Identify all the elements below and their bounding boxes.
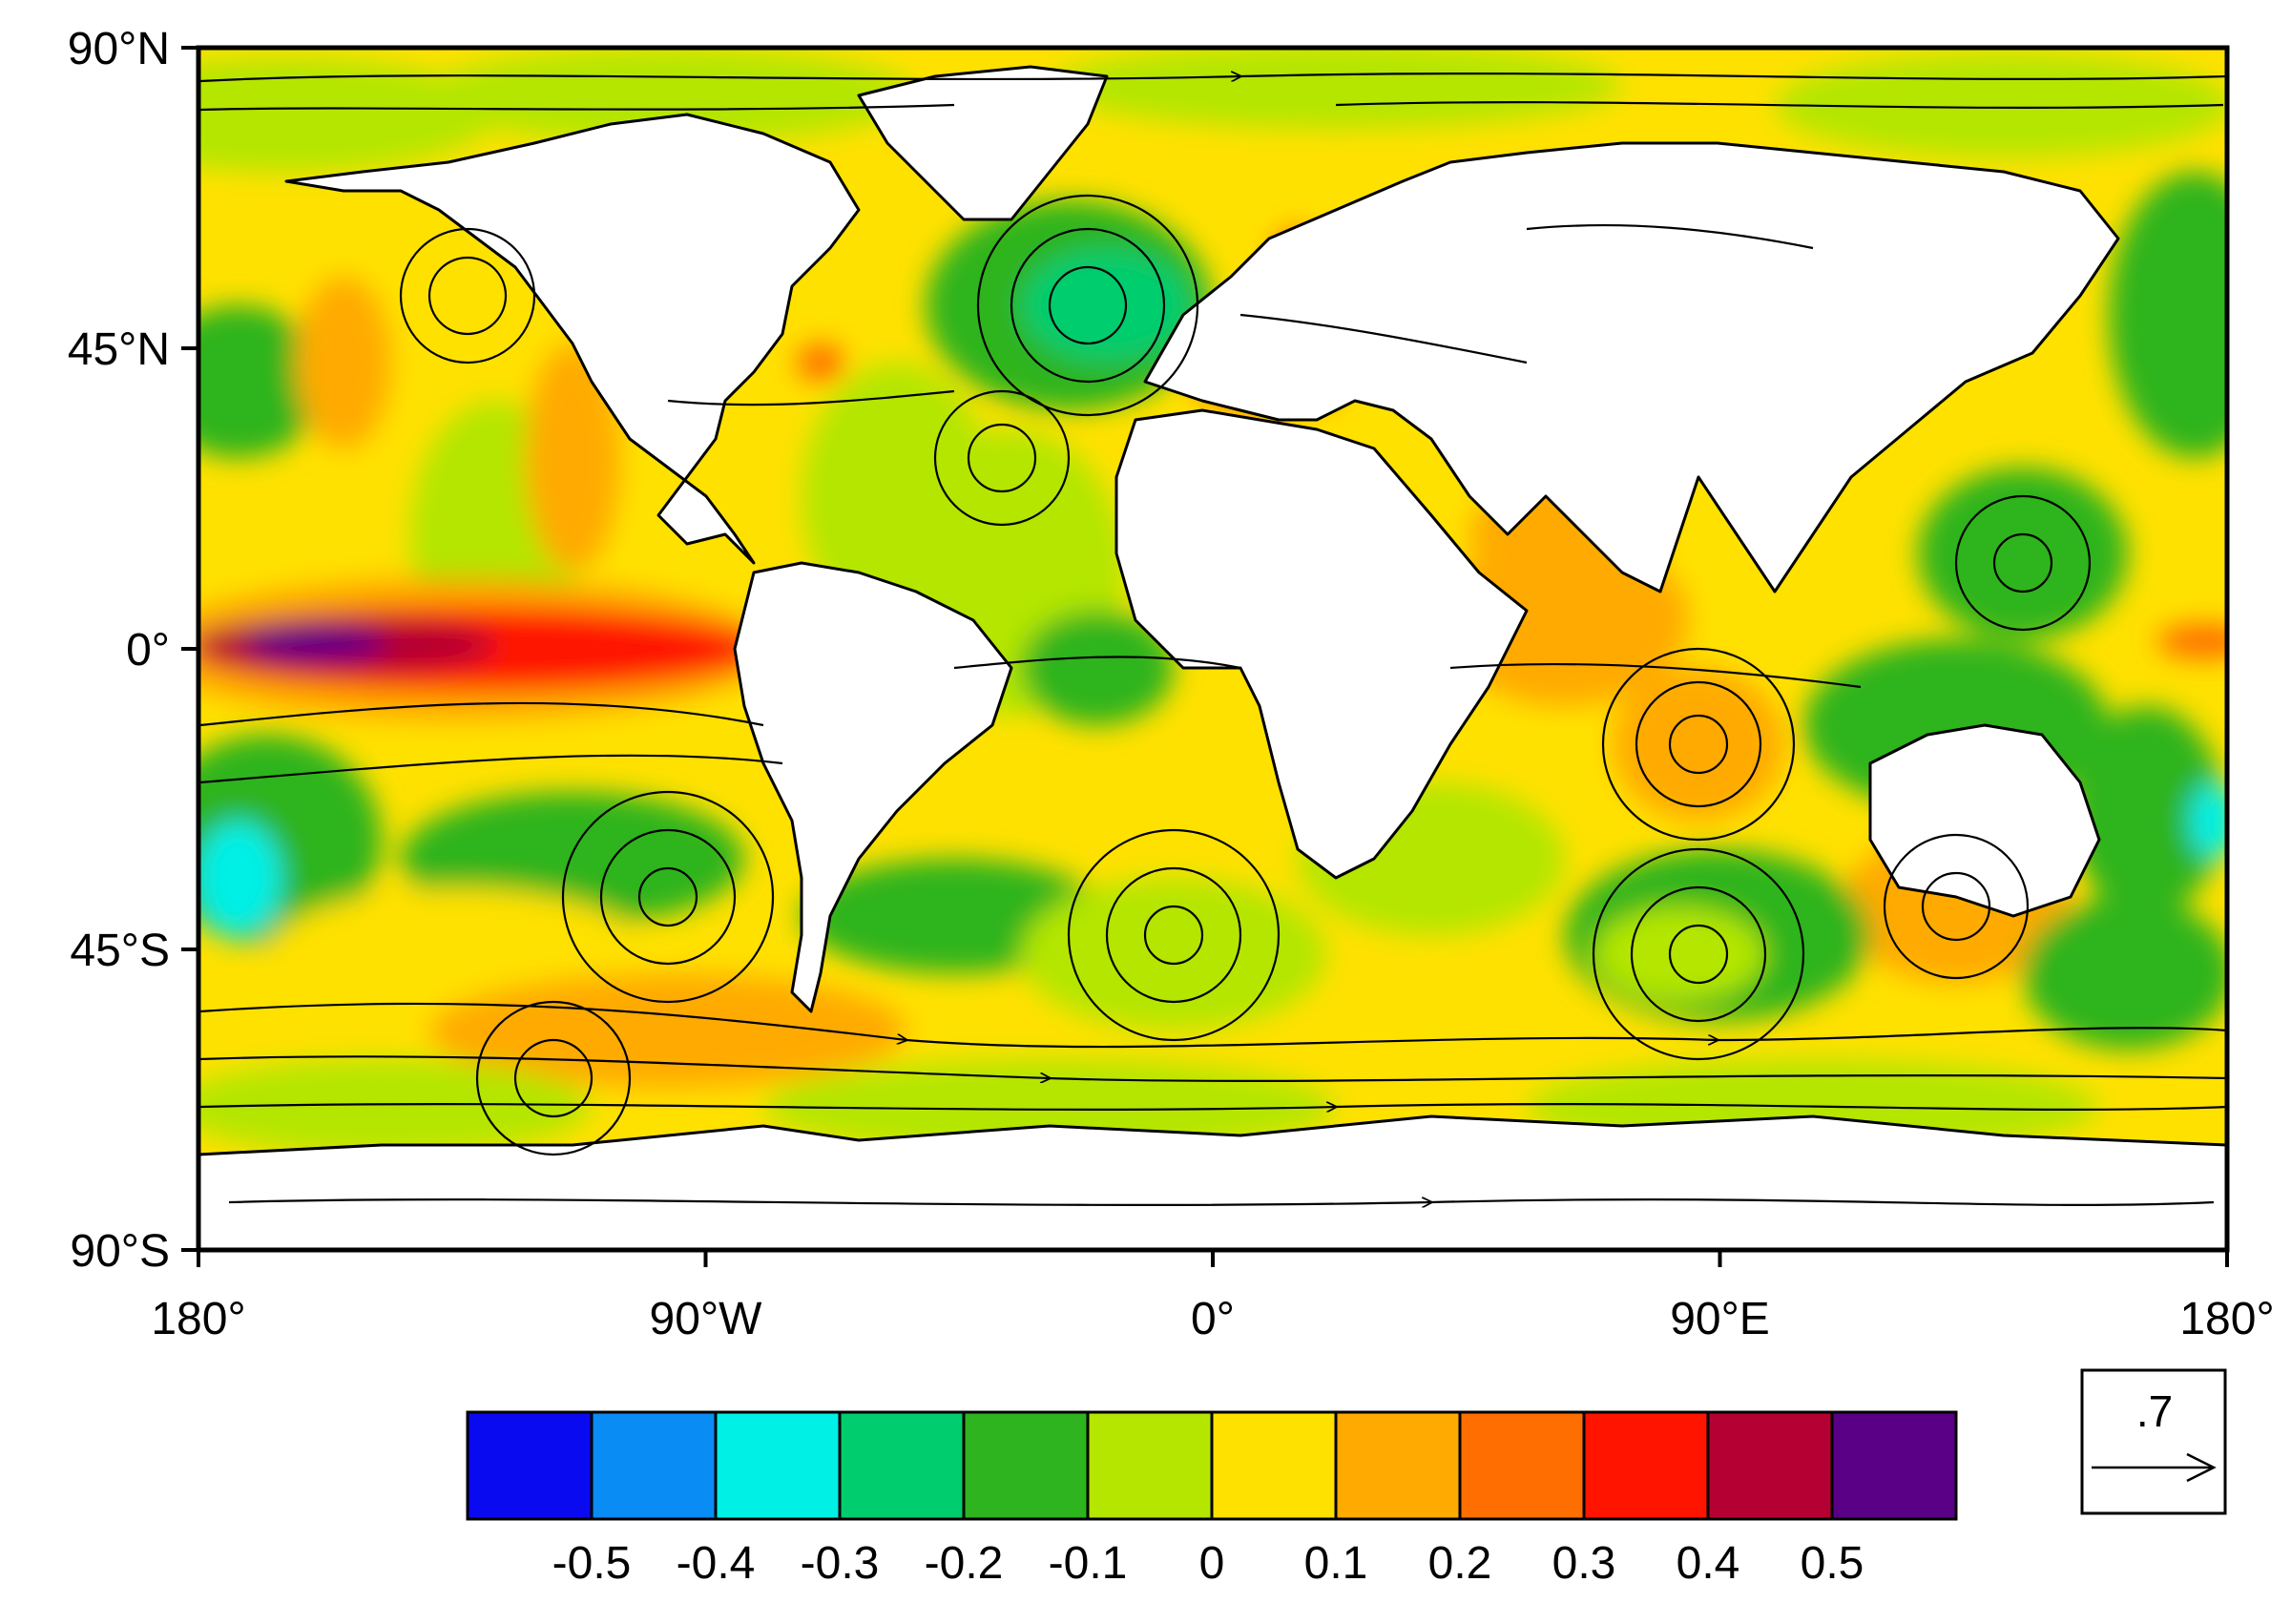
streamlines <box>199 73 2227 1205</box>
colorbar-box <box>1086 1410 1214 1521</box>
lat-tick-label: 90°N <box>68 24 170 74</box>
map-plot-area <box>181 45 2230 1267</box>
colorbar-label: -0.2 <box>925 1538 1004 1589</box>
lat-tick-label: 45°N <box>68 324 170 375</box>
map-frame <box>196 45 2230 1253</box>
axis-ticks <box>181 46 2229 1267</box>
lon-tick-label: 180° <box>2179 1294 2274 1344</box>
antarctica <box>198 1114 2227 1250</box>
lon-tick-label: 180° <box>151 1294 245 1344</box>
colorbar: -0.5 -0.4 -0.3 -0.2 -0.1 0 0.1 0.2 0.3 0.4 0.5 <box>466 1410 1958 1589</box>
colorbar-label: 0.1 <box>1304 1538 1368 1589</box>
lon-tick-labels: 180° 90°W 0° 90°E 180° <box>151 1294 2274 1344</box>
colorbar-box <box>1458 1410 1586 1521</box>
lon-tick-label: 90°E <box>1670 1294 1770 1344</box>
colorbar-label: -0.3 <box>801 1538 880 1589</box>
lon-tick-label: 90°W <box>650 1294 763 1344</box>
colorbar-box <box>962 1410 1090 1521</box>
colorbar-box <box>466 1410 594 1521</box>
colorbar-box <box>590 1410 718 1521</box>
lon-tick-label: 0° <box>1191 1294 1235 1344</box>
eurasia <box>1143 141 2120 593</box>
colorbar-box <box>714 1410 842 1521</box>
colorbar-box <box>838 1410 966 1521</box>
colorbar-label: -0.4 <box>677 1538 756 1589</box>
reference-arrowhead <box>2186 1452 2217 1483</box>
lat-tick-label: 0° <box>126 625 170 676</box>
colorbar-label: 0.2 <box>1428 1538 1492 1589</box>
lat-tick-label: 90°S <box>70 1226 170 1277</box>
south-america <box>733 561 1013 1013</box>
reference-vector-frame <box>2080 1368 2227 1515</box>
colorbar-box <box>1334 1410 1462 1521</box>
colorbar-box <box>1210 1410 1338 1521</box>
lat-tick-label: 45°S <box>70 926 170 976</box>
colorbar-label: 0.4 <box>1677 1538 1740 1589</box>
colorbar-box <box>1706 1410 1834 1521</box>
reference-vector-label: .7 <box>2136 1386 2173 1436</box>
colorbar-box <box>1582 1410 1710 1521</box>
colorbar-label: -0.1 <box>1049 1538 1128 1589</box>
colorbar-label: -0.5 <box>552 1538 632 1589</box>
colorbar-label: 0.5 <box>1801 1538 1864 1589</box>
colorbar-label: 0.3 <box>1552 1538 1616 1589</box>
colorbar-label: 0 <box>1199 1538 1225 1589</box>
warm-tongue <box>198 577 2227 720</box>
reference-vector-box: .7 <box>2080 1368 2227 1515</box>
africa <box>1114 408 1529 880</box>
australia <box>1868 723 2101 918</box>
lat-tick-labels: 90°N 45°N 0° 45°S 90°S <box>68 24 170 1277</box>
land-masses <box>198 65 2227 1250</box>
colorbar-box <box>1830 1410 1958 1521</box>
north-america <box>284 113 861 565</box>
colorbar-labels: -0.5 -0.4 -0.3 -0.2 -0.1 0 0.1 0.2 0.3 0.4 0.5 <box>552 1538 1864 1589</box>
colorbar-boxes <box>466 1410 1958 1521</box>
